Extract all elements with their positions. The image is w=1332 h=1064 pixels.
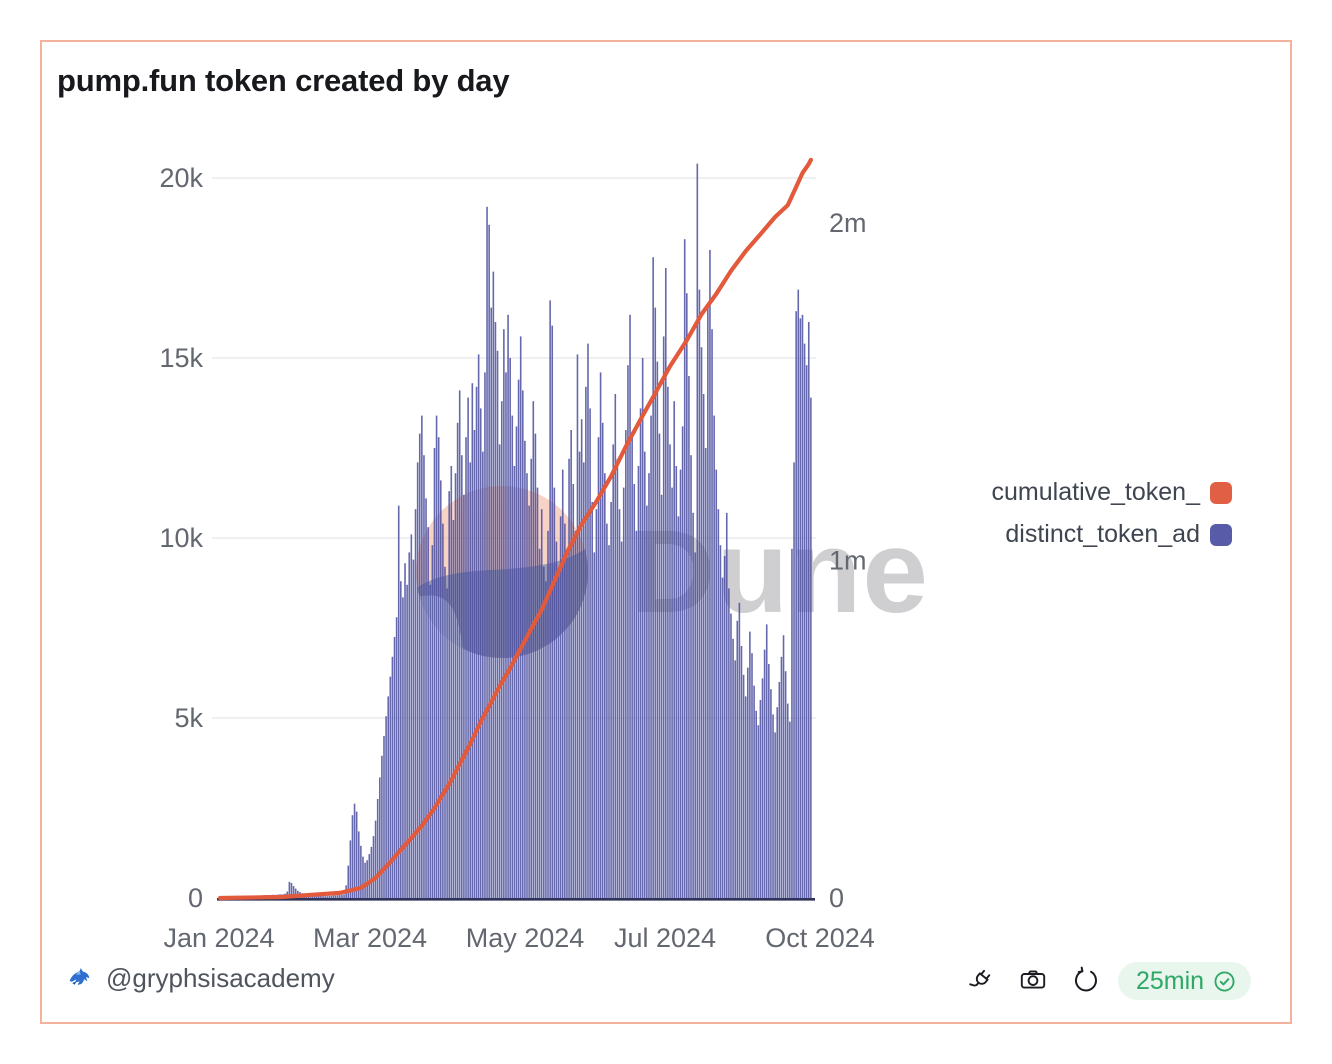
svg-text:10k: 10k	[159, 523, 203, 553]
svg-text:2m: 2m	[829, 208, 867, 238]
legend-swatch-distinct	[1210, 523, 1232, 546]
refresh-interval-badge[interactable]: 25min	[1118, 962, 1252, 1000]
svg-text:Jul 2024: Jul 2024	[614, 923, 716, 953]
legend-label-distinct: distinct_token_ad	[1005, 520, 1200, 548]
chart-legend: cumulative_token_ distinct_token_ad	[992, 478, 1232, 549]
svg-text:Jan 2024: Jan 2024	[163, 923, 274, 953]
refresh-icon[interactable]	[1072, 966, 1100, 994]
svg-text:May 2024: May 2024	[466, 923, 585, 953]
camera-icon[interactable]	[1019, 966, 1047, 994]
legend-swatch-cumulative	[1210, 481, 1232, 504]
verified-badge-icon	[1214, 971, 1235, 991]
svg-text:1m: 1m	[829, 546, 867, 576]
svg-text:Dune: Dune	[630, 506, 929, 638]
svg-text:5k: 5k	[174, 703, 203, 733]
legend-label-cumulative: cumulative_token_	[991, 478, 1200, 506]
author-attribution[interactable]: @gryphsisacademy	[66, 963, 335, 994]
legend-item-distinct[interactable]: distinct_token_ad	[1005, 520, 1232, 549]
legend-item-cumulative[interactable]: cumulative_token_	[992, 478, 1232, 507]
chart-plot: Dune 0 5k 10k 15k 20k 0 1m 2m Jan 2024 Mar 2024 May…	[159, 157, 929, 953]
gryphon-logo-icon	[69, 968, 90, 985]
svg-text:Oct 2024: Oct 2024	[765, 923, 875, 953]
refresh-interval-text: 25min	[1136, 966, 1205, 995]
author-handle: @gryphsisacademy	[106, 963, 335, 993]
svg-text:15k: 15k	[159, 343, 203, 373]
svg-text:20k: 20k	[159, 163, 203, 193]
svg-text:Mar 2024: Mar 2024	[313, 923, 427, 953]
plug-icon[interactable]	[966, 966, 994, 994]
page-title: pump.fun token created by day	[57, 63, 510, 98]
svg-text:0: 0	[188, 883, 203, 913]
svg-text:0: 0	[829, 883, 844, 913]
